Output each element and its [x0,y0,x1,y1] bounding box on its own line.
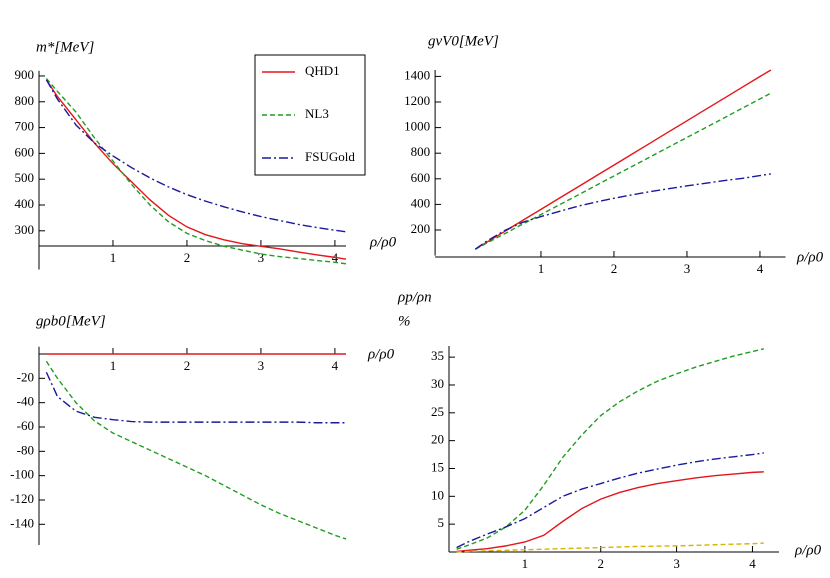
y-tick-label: 35 [431,348,444,363]
y-tick-label: 1400 [404,67,430,82]
y-tick-label: -80 [17,442,34,457]
y-axis-label: m*[MeV] [36,39,94,55]
series-line [45,78,347,265]
y-tick-label: -100 [10,467,34,482]
y-tick-label: 15 [431,459,444,474]
x-tick-label: 1 [522,556,529,571]
series-line [474,173,772,250]
series-line [474,92,772,250]
y-axis-label: % [398,313,411,329]
series-line [45,371,346,424]
x-tick-label: 3 [684,261,691,276]
x-tick-label: 3 [258,250,265,265]
legend-label: QHD1 [305,63,340,78]
y-tick-label: 25 [431,404,444,419]
y-axis-label: gvV0[MeV] [428,33,499,49]
y-tick-label: 200 [411,221,431,236]
y-axis-label: ρp/ρn [397,289,432,305]
y-tick-label: -20 [17,369,34,384]
x-axis-label: ρ/ρ0 [796,249,824,265]
x-axis-label: ρ/ρ0 [369,234,397,250]
series-line [45,360,347,540]
series-line [456,542,764,553]
series-line [456,452,764,549]
x-tick-label: 4 [332,358,339,373]
legend-label: NL3 [305,106,329,121]
x-tick-label: 4 [749,556,756,571]
y-tick-label: 400 [411,195,431,210]
y-tick-label: -140 [10,515,34,530]
y-tick-label: 900 [15,67,35,82]
series-line [456,471,764,553]
x-tick-label: 4 [757,261,764,276]
y-tick-label: 30 [431,376,444,391]
x-tick-label: 3 [673,556,680,571]
x-tick-label: 2 [611,261,618,276]
x-tick-label: 3 [258,358,265,373]
legend-label: FSUGold [305,149,355,164]
y-tick-label: 700 [15,119,35,134]
x-tick-label: 2 [184,358,191,373]
series-line [456,348,764,550]
y-tick-label: 5 [438,515,445,530]
y-tick-label: 10 [431,487,444,502]
y-tick-label: 500 [15,170,35,185]
y-tick-label: -40 [17,394,34,409]
legend: QHD1 NL3 FSUGold [254,54,366,176]
y-tick-label: 800 [15,93,35,108]
y-tick-label: 1000 [404,119,430,134]
y-tick-label: 600 [15,144,35,159]
y-tick-label: -60 [17,418,34,433]
y-tick-label: 1200 [404,93,430,108]
y-tick-label: -120 [10,491,34,506]
y-axis-label: gρb0[MeV] [36,313,106,329]
y-tick-label: 800 [411,144,431,159]
series-line [45,79,347,233]
y-tick-label: 300 [15,222,35,237]
y-tick-label: 400 [15,196,35,211]
x-axis-label: ρ/ρ0 [794,542,822,558]
x-axis-label: ρ/ρ0 [367,346,395,362]
x-tick-label: 1 [538,261,545,276]
y-tick-label: 600 [411,170,431,185]
y-tick-label: 20 [431,432,444,447]
x-tick-label: 1 [110,358,117,373]
x-tick-label: 2 [597,556,604,571]
x-tick-label: 1 [110,250,117,265]
series-line [474,69,772,250]
x-tick-label: 2 [184,250,191,265]
